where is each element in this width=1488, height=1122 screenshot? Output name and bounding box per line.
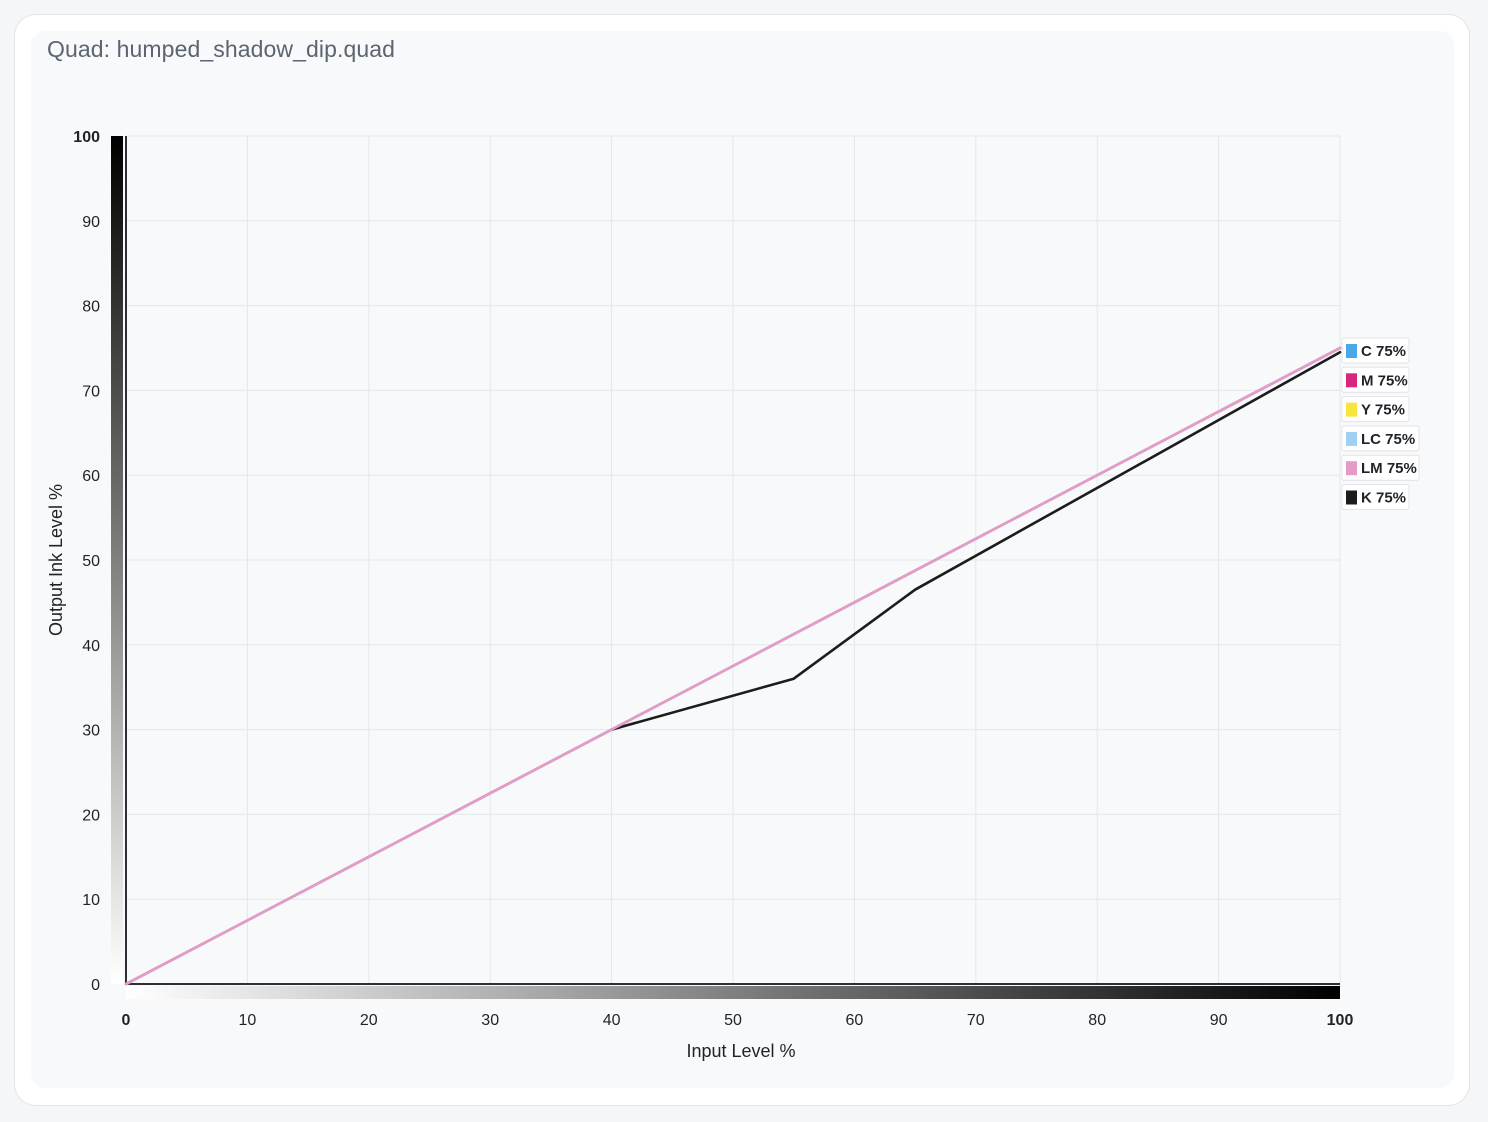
x-tick-label-70: 70 [967, 1012, 985, 1029]
y-tick-label-90: 90 [82, 214, 100, 231]
x-tick-labels: 0 10 20 30 40 50 60 70 80 90 100 [122, 1012, 1354, 1029]
legend-item-m-75: M 75% [1341, 366, 1410, 393]
series-lines [124, 346, 1342, 986]
legend-item-c-75: C 75% [1341, 337, 1410, 364]
y-tick-label-30: 30 [82, 723, 100, 740]
axis-gradients [111, 136, 1340, 999]
legend-swatch [1346, 373, 1357, 388]
legend-item-box [1341, 396, 1410, 423]
y-tick-label-50: 50 [82, 553, 100, 570]
y-tick-labels: 0 10 20 30 40 50 60 70 80 90 100 [73, 129, 100, 994]
x-tick-label-90: 90 [1210, 1012, 1228, 1029]
x-tick-label-50: 50 [724, 1012, 742, 1029]
x-tick-label-60: 60 [846, 1012, 864, 1029]
axes [125, 136, 1340, 985]
legend-item-box [1341, 337, 1410, 364]
legend-item-lm-75: LM 75% [1341, 454, 1420, 481]
legend-item-y-75: Y 75% [1341, 396, 1410, 423]
x-tick-label-40: 40 [603, 1012, 621, 1029]
x-tick-label-80: 80 [1088, 1012, 1106, 1029]
legend-label: Y 75% [1361, 402, 1405, 419]
y-tick-label-20: 20 [82, 807, 100, 824]
x-tick-label-20: 20 [360, 1012, 378, 1029]
x-tick-label-0: 0 [122, 1012, 131, 1029]
y-axis-label: Output Ink Level % [46, 484, 66, 636]
legend-label: C 75% [1361, 343, 1406, 360]
legend-swatch [1346, 402, 1357, 417]
legend-item-box [1341, 454, 1420, 481]
y-tick-label-10: 10 [82, 892, 100, 909]
x-axis-gradient-bar [126, 986, 1340, 999]
legend-item-lc-75: LC 75% [1341, 425, 1420, 452]
legend-item-box [1341, 366, 1410, 393]
legend-swatch [1346, 431, 1357, 446]
legend-swatch [1346, 344, 1357, 358]
y-axis-gradient-bar [111, 136, 123, 984]
series-line-k-75 [610, 350, 1342, 731]
legend-item-box [1341, 484, 1410, 510]
legend-item-k-75: K 75% [1341, 484, 1410, 510]
y-tick-label-60: 60 [82, 468, 100, 485]
legend-label: K 75% [1361, 490, 1406, 507]
series-line-lm-75 [124, 346, 1342, 986]
y-tick-label-0: 0 [91, 977, 100, 994]
grid [125, 135, 1341, 985]
legend-item-box [1341, 425, 1420, 452]
x-tick-label-10: 10 [239, 1012, 257, 1029]
y-tick-label-100: 100 [73, 129, 100, 146]
y-tick-label-40: 40 [82, 638, 100, 655]
legend-swatch [1346, 490, 1357, 505]
chart-title: Quad: humped_shadow_dip.quad [47, 36, 396, 62]
x-axis-label: Input Level % [686, 1041, 795, 1061]
x-tick-label-30: 30 [481, 1012, 499, 1029]
legend-label: M 75% [1361, 372, 1408, 389]
legend-swatch [1346, 461, 1357, 476]
legend-label: LM 75% [1361, 460, 1417, 477]
legend: C 75% M 75% Y 75% LC 75% LM 75% K 75% [1341, 337, 1420, 510]
y-tick-label-80: 80 [82, 299, 100, 316]
y-tick-label-70: 70 [82, 383, 100, 400]
x-tick-label-100: 100 [1327, 1012, 1354, 1029]
legend-label: LC 75% [1361, 431, 1415, 448]
